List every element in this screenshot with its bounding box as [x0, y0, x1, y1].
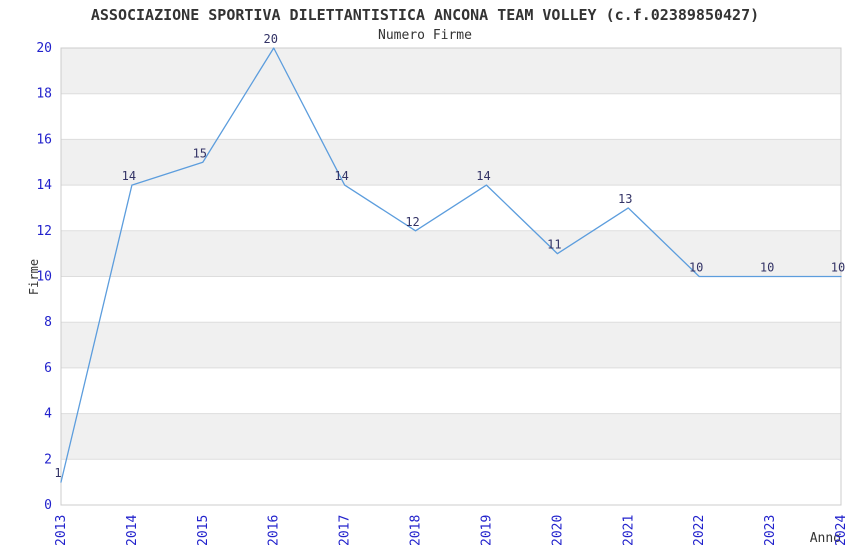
chart-subtitle: Numero Firme [378, 28, 472, 43]
y-tick-label: 4 [44, 407, 52, 422]
data-label: 14 [122, 169, 136, 183]
x-tick-label: 2017 [338, 515, 353, 546]
y-tick-label: 6 [44, 361, 52, 376]
chart-title: ASSOCIAZIONE SPORTIVA DILETTANTISTICA AN… [90, 6, 760, 24]
x-tick-label: 2019 [479, 515, 494, 546]
y-tick-label: 10 [36, 270, 52, 285]
data-label: 14 [334, 169, 348, 183]
plot-band [61, 139, 841, 186]
plot-band [61, 276, 841, 323]
data-label: 12 [405, 215, 419, 229]
data-label: 10 [760, 261, 774, 275]
data-label: 13 [618, 192, 632, 206]
y-tick-label: 8 [44, 315, 52, 330]
plot-band [61, 230, 841, 277]
x-tick-label: 2013 [54, 515, 69, 546]
data-label: 10 [689, 261, 703, 275]
x-tick-label: 2021 [621, 515, 636, 546]
y-tick-label: 12 [36, 224, 52, 239]
plot-band [61, 93, 841, 140]
data-label: 15 [193, 146, 207, 160]
plot-band [61, 413, 841, 460]
plot-band [61, 48, 841, 94]
x-tick-label: 2020 [550, 515, 565, 546]
plot-band [61, 367, 841, 414]
data-label: 14 [476, 169, 490, 183]
x-tick-label: 2023 [763, 515, 778, 546]
y-tick-label: 20 [36, 41, 52, 56]
data-label: 11 [547, 238, 561, 252]
plot-band [61, 322, 841, 368]
y-tick-label: 18 [36, 87, 52, 102]
data-label: 1 [54, 466, 61, 480]
x-tick-label: 2014 [125, 515, 140, 546]
data-label: 20 [264, 32, 278, 46]
plot-band [61, 459, 841, 505]
x-tick-label: 2024 [834, 515, 849, 546]
data-label: 10 [831, 261, 845, 275]
x-axis-title: Anno [809, 531, 841, 546]
x-tick-label: 2022 [692, 515, 707, 546]
x-tick-label: 2018 [409, 515, 424, 546]
data-line [60, 47, 842, 483]
x-tick-label: 2015 [196, 515, 211, 546]
y-tick-label: 2 [44, 452, 52, 467]
x-tick-label: 2016 [267, 515, 282, 546]
y-tick-label: 16 [36, 132, 52, 147]
y-tick-label: 0 [44, 498, 52, 513]
y-tick-label: 14 [36, 178, 52, 193]
